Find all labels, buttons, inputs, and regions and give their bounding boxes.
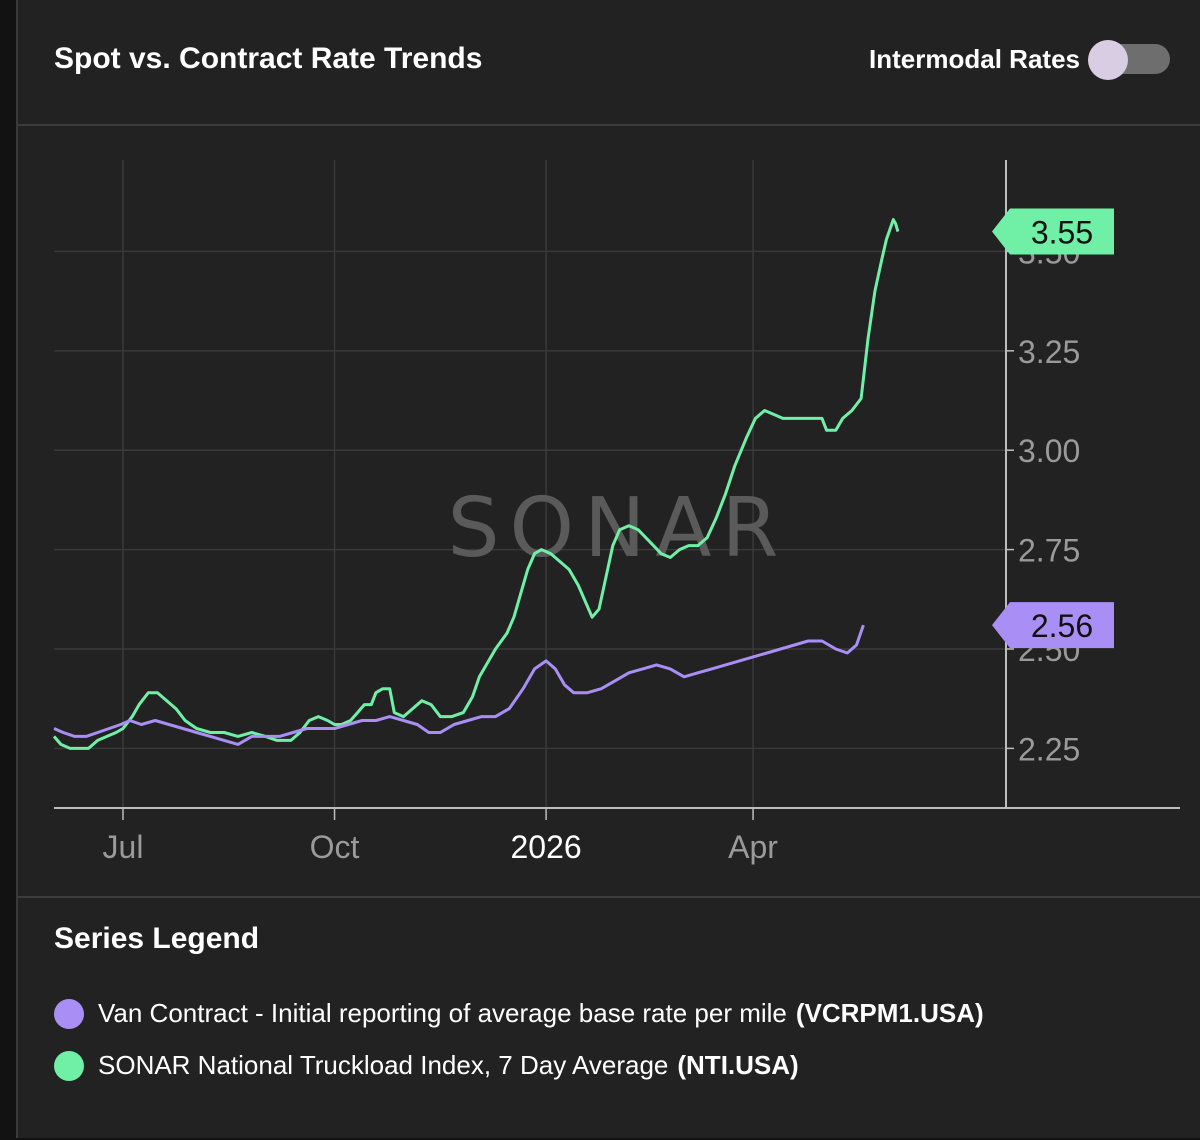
toggle-knob[interactable] [1088, 40, 1128, 80]
last-value-label: 2.56 [1031, 608, 1093, 644]
x-tick-label: Oct [310, 829, 360, 865]
series-line-nti-usa[interactable] [52, 218, 900, 750]
x-tick-label: 2026 [511, 829, 582, 865]
intermodal-toggle-control[interactable]: Intermodal Rates [869, 40, 1172, 80]
sonar-watermark: SONAR [447, 481, 788, 576]
legend-code-nti: (NTI.USA) [677, 1050, 799, 1080]
last-value-label: 3.55 [1031, 215, 1093, 251]
legend-label-nti: SONAR National Truckload Index, 7 Day Av… [98, 1050, 669, 1080]
legend-item-nti[interactable]: SONAR National Truckload Index, 7 Day Av… [54, 1050, 799, 1081]
toggle-label: Intermodal Rates [869, 43, 1080, 74]
series-legend: Series Legend Van Contract - Initial rep… [18, 896, 1200, 1140]
y-tick-label: 3.25 [1018, 334, 1080, 370]
last-value-badge [992, 208, 1114, 255]
intermodal-rates-toggle[interactable] [1088, 40, 1172, 80]
last-value-badge [992, 602, 1114, 649]
nti-color-dot [54, 1050, 84, 1081]
legend-title: Series Legend [54, 922, 260, 955]
series-line-vcrpm1-usa[interactable] [53, 624, 865, 746]
legend-code-vcrpm: (VCRPM1.USA) [795, 998, 984, 1028]
legend-item-vcrpm[interactable]: Van Contract - Initial reporting of aver… [54, 998, 984, 1029]
legend-label-vcrpm: Van Contract - Initial reporting of aver… [98, 998, 787, 1028]
x-tick-label: Jul [103, 829, 144, 865]
chart-title: Spot vs. Contract Rate Trends [54, 42, 483, 75]
y-tick-label: 2.75 [1018, 533, 1080, 569]
y-tick-label: 2.25 [1018, 731, 1080, 767]
line-chart: 2.252.502.753.003.253.50JulOct2026AprSON… [52, 160, 1180, 865]
x-tick-label: Apr [728, 829, 778, 865]
vcrpm-color-dot [54, 998, 84, 1029]
chart-card: Spot vs. Contract Rate Trends Intermodal… [16, 0, 1200, 1138]
card-header: Spot vs. Contract Rate Trends Intermodal… [18, 0, 1200, 126]
y-tick-label: 3.00 [1018, 433, 1080, 469]
